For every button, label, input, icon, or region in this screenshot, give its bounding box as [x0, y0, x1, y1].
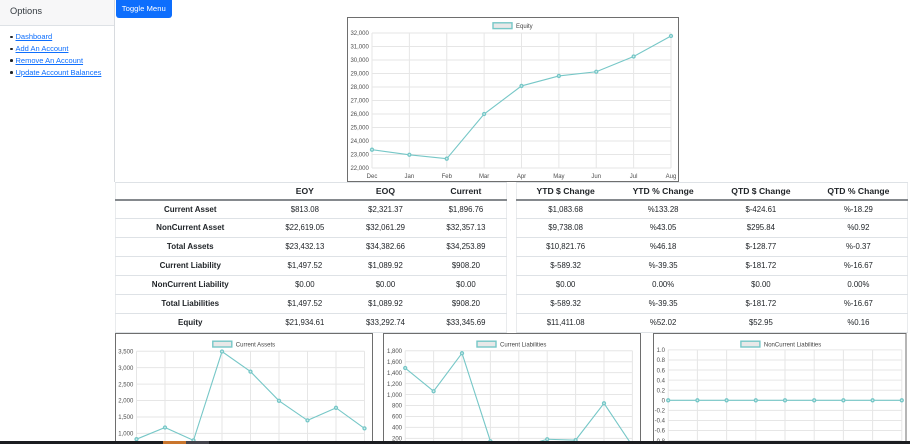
svg-text:27,000: 27,000 — [350, 99, 369, 105]
svg-text:32,000: 32,000 — [350, 31, 369, 37]
svg-text:3,500: 3,500 — [118, 349, 134, 355]
svg-text:Equity: Equity — [516, 24, 533, 30]
svg-text:Apr: Apr — [517, 174, 526, 180]
svg-text:-0.6: -0.6 — [655, 429, 666, 435]
svg-text:NonCurrent Liabilities: NonCurrent Liabilities — [764, 342, 821, 348]
svg-text:Jul: Jul — [630, 174, 638, 180]
svg-text:Jan: Jan — [405, 174, 415, 180]
svg-text:30,000: 30,000 — [350, 58, 369, 64]
svg-text:23,000: 23,000 — [350, 153, 369, 159]
svg-text:Current Assets: Current Assets — [236, 342, 275, 348]
svg-text:25,000: 25,000 — [350, 126, 369, 132]
svg-text:1,600: 1,600 — [387, 360, 403, 366]
svg-text:400: 400 — [392, 426, 403, 432]
svg-text:Dec: Dec — [367, 174, 378, 180]
svg-text:1,800: 1,800 — [387, 349, 403, 355]
svg-text:1,500: 1,500 — [118, 415, 134, 421]
svg-text:Current Liabilities: Current Liabilities — [500, 342, 546, 348]
svg-text:Feb: Feb — [442, 174, 453, 180]
svg-text:Mar: Mar — [479, 174, 489, 180]
svg-text:Jun: Jun — [591, 174, 601, 180]
svg-text:26,000: 26,000 — [350, 112, 369, 118]
svg-text:0: 0 — [662, 399, 666, 405]
svg-text:24,000: 24,000 — [350, 139, 369, 145]
svg-text:1,000: 1,000 — [118, 432, 134, 438]
svg-text:-0.4: -0.4 — [655, 419, 666, 425]
svg-text:0.4: 0.4 — [657, 378, 666, 384]
svg-text:2,500: 2,500 — [118, 382, 134, 388]
svg-text:0.8: 0.8 — [657, 358, 666, 364]
svg-text:1,200: 1,200 — [387, 382, 403, 388]
svg-text:2,000: 2,000 — [118, 399, 134, 405]
svg-text:22,000: 22,000 — [350, 166, 369, 172]
svg-text:0.6: 0.6 — [657, 368, 666, 374]
svg-text:200: 200 — [392, 437, 403, 443]
svg-text:29,000: 29,000 — [350, 72, 369, 78]
svg-text:31,000: 31,000 — [350, 45, 369, 51]
svg-text:Aug: Aug — [666, 174, 677, 180]
svg-text:May: May — [553, 174, 564, 180]
svg-text:28,000: 28,000 — [350, 85, 369, 91]
svg-text:1,400: 1,400 — [387, 371, 403, 377]
svg-text:800: 800 — [392, 404, 403, 410]
svg-text:0.2: 0.2 — [657, 388, 666, 394]
svg-text:-0.2: -0.2 — [655, 409, 666, 415]
svg-text:3,000: 3,000 — [118, 366, 134, 372]
svg-text:1.0: 1.0 — [657, 348, 666, 354]
svg-text:1,000: 1,000 — [387, 393, 403, 399]
svg-text:600: 600 — [392, 415, 403, 421]
